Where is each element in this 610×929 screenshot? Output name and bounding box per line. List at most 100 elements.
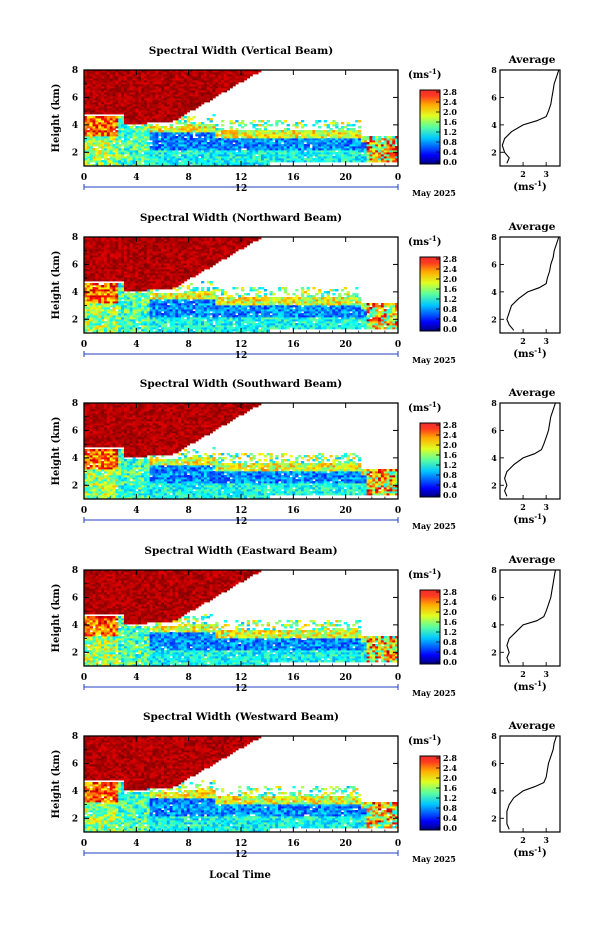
x-tick-label: 12 [235, 839, 248, 849]
x-tick-label: 0 [395, 506, 401, 516]
heatmap-cells [84, 70, 399, 167]
day-label: 12 [235, 684, 248, 694]
avg-frame [499, 735, 561, 833]
colorbar-tick-label: 2.0 [443, 107, 457, 117]
avg-x-tick-label: 3 [543, 169, 549, 179]
colorbar-tick-label: 2.8 [443, 87, 457, 97]
avg-x-label: (ms-1) [513, 679, 546, 693]
avg-y-tick-label: 8 [491, 232, 497, 242]
colorbar-tick-label: 0.0 [443, 657, 457, 667]
avg-y-tick-label: 4 [491, 786, 497, 796]
colorbar-tick-label: 0.0 [443, 157, 457, 167]
avg-y-tick-label: 2 [491, 480, 497, 490]
avg-x-tick-label: 3 [543, 835, 549, 845]
x-tick-label: 8 [186, 506, 192, 516]
avg-x-tick-label: 3 [543, 336, 549, 346]
day-label: 12 [235, 184, 248, 194]
x-tick-label: 16 [287, 839, 300, 849]
colorbar [419, 589, 441, 665]
avg-y-tick-label: 8 [491, 65, 497, 75]
avg-y-tick-label: 6 [491, 592, 497, 602]
colorbar-tick-label: 0.8 [443, 304, 457, 314]
colorbar-tick-label: 2.0 [443, 274, 457, 284]
avg-y-tick-label: 6 [491, 758, 497, 768]
colorbar-tick-label: 1.6 [443, 117, 457, 127]
avg-x-tick-label: 2 [520, 336, 526, 346]
x-tick-label: 20 [339, 173, 352, 183]
y-tick-label: 6 [72, 93, 78, 103]
date-label: May 2025 [412, 688, 456, 698]
y-tick-label: 6 [72, 426, 78, 436]
x-tick-label: 4 [133, 506, 139, 516]
colorbar-tick-label: 0.0 [443, 324, 457, 334]
colorbar-tick-label: 1.2 [443, 127, 457, 137]
avg-x-tick-label: 3 [543, 502, 549, 512]
x-tick-label: 4 [133, 673, 139, 683]
avg-profile-line [506, 735, 558, 830]
avg-y-tick-label: 2 [491, 813, 497, 823]
chart-title: Spectral Width (Eastward Beam) [144, 545, 337, 557]
colorbar-tick-label: 2.8 [443, 420, 457, 430]
colorbar-tick-label: 1.2 [443, 294, 457, 304]
colorbar-unit: (ms-1) [408, 67, 441, 81]
y-tick-label: 2 [72, 481, 78, 491]
avg-profile-line [506, 569, 556, 664]
y-tick-label: 4 [72, 121, 78, 131]
colorbar-tick-label: 1.6 [443, 450, 457, 460]
x-tick-label: 4 [133, 173, 139, 183]
avg-title: Average [508, 554, 556, 566]
x-tick-label: 0 [81, 839, 87, 849]
y-tick-label: 4 [72, 621, 78, 631]
x-tick-label: 0 [81, 173, 87, 183]
colorbar-tick-label: 2.0 [443, 607, 457, 617]
avg-title: Average [508, 54, 556, 66]
y-tick-label: 4 [72, 787, 78, 797]
y-axis-label: Height (km) [51, 584, 62, 653]
x-tick-label: 8 [186, 673, 192, 683]
colorbar-tick-label: 0.0 [443, 490, 457, 500]
avg-x-label: (ms-1) [513, 179, 546, 193]
avg-x-tick-label: 2 [520, 835, 526, 845]
x-tick-label: 0 [395, 673, 401, 683]
colorbar-tick-label: 1.6 [443, 284, 457, 294]
heatmap-cells [84, 237, 399, 334]
chart-panel-3: Spectral Width (Southward Beam) 2 4 6 8 0 4 8 12… [51, 378, 561, 531]
avg-x-label: (ms-1) [513, 346, 546, 360]
x-tick-label: 20 [339, 506, 352, 516]
y-tick-label: 2 [72, 814, 78, 824]
x-tick-label: 12 [235, 173, 248, 183]
avg-y-tick-label: 6 [491, 259, 497, 269]
y-tick-label: 6 [72, 593, 78, 603]
colorbar [419, 89, 441, 165]
day-label: 12 [235, 351, 248, 361]
x-tick-label: 16 [287, 173, 300, 183]
colorbar-tick-label: 2.4 [443, 97, 457, 107]
colorbar-unit: (ms-1) [408, 567, 441, 581]
colorbar-tick-label: 2.0 [443, 773, 457, 783]
colorbar-tick-label: 2.8 [443, 587, 457, 597]
colorbar-tick-label: 2.4 [443, 763, 457, 773]
colorbar-tick-label: 2.4 [443, 264, 457, 274]
avg-title: Average [508, 720, 556, 732]
x-tick-label: 0 [81, 673, 87, 683]
avg-y-tick-label: 2 [491, 147, 497, 157]
avg-y-tick-label: 4 [491, 620, 497, 630]
colorbar-tick-label: 1.2 [443, 460, 457, 470]
avg-profile-line [504, 402, 556, 497]
y-axis-label: Height (km) [51, 251, 62, 320]
avg-x-tick-label: 2 [520, 502, 526, 512]
x-tick-label: 20 [339, 839, 352, 849]
date-label: May 2025 [412, 521, 456, 531]
x-tick-label: 8 [186, 340, 192, 350]
avg-profile-line [506, 236, 560, 331]
colorbar-tick-label: 0.4 [443, 314, 457, 324]
y-tick-label: 8 [72, 732, 78, 742]
avg-y-tick-label: 4 [491, 453, 497, 463]
colorbar-unit: (ms-1) [408, 234, 441, 248]
avg-y-tick-label: 2 [491, 647, 497, 657]
x-tick-label: 4 [133, 839, 139, 849]
colorbar-tick-label: 0.4 [443, 647, 457, 657]
chart-title: Spectral Width (Northward Beam) [140, 212, 342, 224]
